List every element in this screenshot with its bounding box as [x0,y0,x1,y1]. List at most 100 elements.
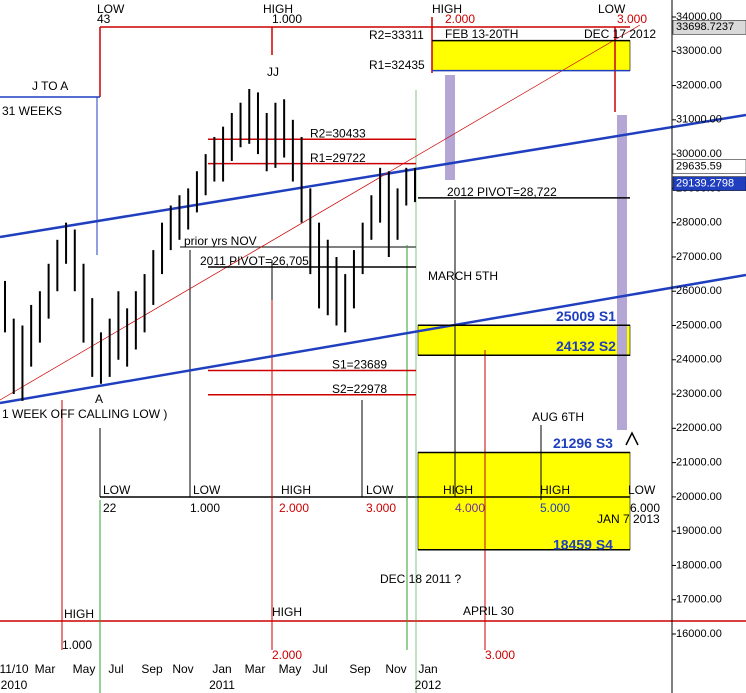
x-tick-label: Sep [349,662,371,676]
annotation: 43 [97,12,111,26]
year-label: 2011 [209,678,235,692]
annotation: 4.000 [455,501,485,515]
y-tick-label: 25000.00 [676,319,722,331]
x-tick-label: Jul [312,662,327,676]
y-tick-label: 17000.00 [676,594,722,606]
price-label: 29139.2798 [676,178,734,190]
annotation: HIGH [443,483,473,497]
annotation: LOW [598,2,626,16]
x-tick-label: Jan [418,662,437,676]
y-tick-label: 18000.00 [676,559,722,571]
level-label: 24132 S2 [556,338,616,354]
y-tick-label: 19000.00 [676,525,722,537]
annotation: LOW [366,483,394,497]
annotation: 22 [103,501,117,515]
annotation: LOW [193,483,221,497]
annotation: 1.000 [272,12,302,26]
highlight [617,115,627,430]
y-tick-label: 21000.00 [676,457,722,469]
y-tick-label: 26000.00 [676,285,722,297]
annotation: 2.000 [279,501,309,515]
annotation: 2.000 [272,648,302,662]
x-tick-label: May [279,662,302,676]
price-label: 33698.7237 [676,21,734,33]
annotation: 3.000 [366,501,396,515]
level-label: S2=22978 [332,382,387,396]
level-label: R1=29722 [310,151,366,165]
x-tick-label: Nov [172,662,193,676]
guide-line [0,113,746,239]
annotation: 3.000 [485,648,515,662]
annotation: APRIL 30 [463,604,514,618]
price-tag [672,176,746,191]
annotation: HIGH [272,605,302,619]
y-tick-label: 33000.00 [676,45,722,57]
zone [417,452,631,551]
y-tick-label: 27000.00 [676,251,722,263]
y-tick-label: 28000.00 [676,217,722,229]
x-tick-label: May [73,662,96,676]
y-tick-label: 16000.00 [676,628,722,640]
x-tick-label: Sep [141,662,163,676]
annotation: DEC 17 2012 [584,27,656,41]
annotation: 5.000 [540,501,570,515]
annotation: HIGH [540,483,570,497]
level-label: 18459 S4 [553,536,613,552]
annotation: FEB 13-20TH [445,27,518,41]
annotation: A [95,392,103,406]
annotation: LOW [103,483,131,497]
x-tick-label: Mar [35,662,56,676]
guide-line [0,273,746,405]
level-label: R1=32435 [369,58,425,72]
annotation: 31 WEEKS [2,104,62,118]
level-label: S1=23689 [332,358,387,372]
annotation: HIGH [281,483,311,497]
annotation: 1.000 [62,638,92,652]
annotation: 3.000 [617,12,647,26]
level-label: 25009 S1 [556,308,616,324]
year-label: 2010 [1,678,28,692]
arrow [625,431,639,446]
level-label: 2011 PIVOT=26,705 [200,254,309,268]
x-tick-label: Nov [385,662,406,676]
annotation: prior yrs NOV [184,234,257,248]
annotation: 1 WEEK OFF CALLING LOW ) [2,407,167,421]
annotation: LOW [97,2,125,16]
y-tick-label: 20000.00 [676,491,722,503]
y-tick-label: 30000.00 [676,148,722,160]
y-tick-label: 24000.00 [676,354,722,366]
annotation: JAN 7 2013 [597,512,660,526]
annotation: 1.000 [190,501,220,515]
level-label: 21296 S3 [553,435,613,451]
x-tick-label: 11/10 [0,662,29,676]
x-tick-label: Mar [245,662,266,676]
y-tick-label: 31000.00 [676,114,722,126]
y-tick-label: 32000.00 [676,79,722,91]
zone [431,40,631,71]
price-label: 29635.59 [676,161,722,173]
annotation: J TO A [32,79,68,93]
y-tick-label: 34000.00 [676,11,722,23]
year-label: 2012 [415,678,442,692]
annotation: HIGH [263,2,293,16]
zone [417,324,631,356]
highlight [445,75,455,180]
price-tag [672,159,746,174]
annotation: MARCH 5TH [428,269,498,283]
annotation: LOW [628,483,656,497]
y-tick-label: 22000.00 [676,422,722,434]
level-label: R2=33311 [369,28,424,42]
annotation: AUG 6TH [532,410,584,424]
annotation: HIGH [64,607,94,621]
level-label: 2012 PIVOT=28,722 [447,185,557,199]
annotation: JJ [267,65,279,79]
price-tag [672,20,746,35]
annotation: 6.000 [630,501,660,515]
annotation: 2.000 [445,12,475,26]
guide-line [0,24,641,401]
x-tick-label: Jan [212,662,231,676]
level-label: R2=30433 [310,126,366,140]
x-tick-label: Jul [108,662,123,676]
